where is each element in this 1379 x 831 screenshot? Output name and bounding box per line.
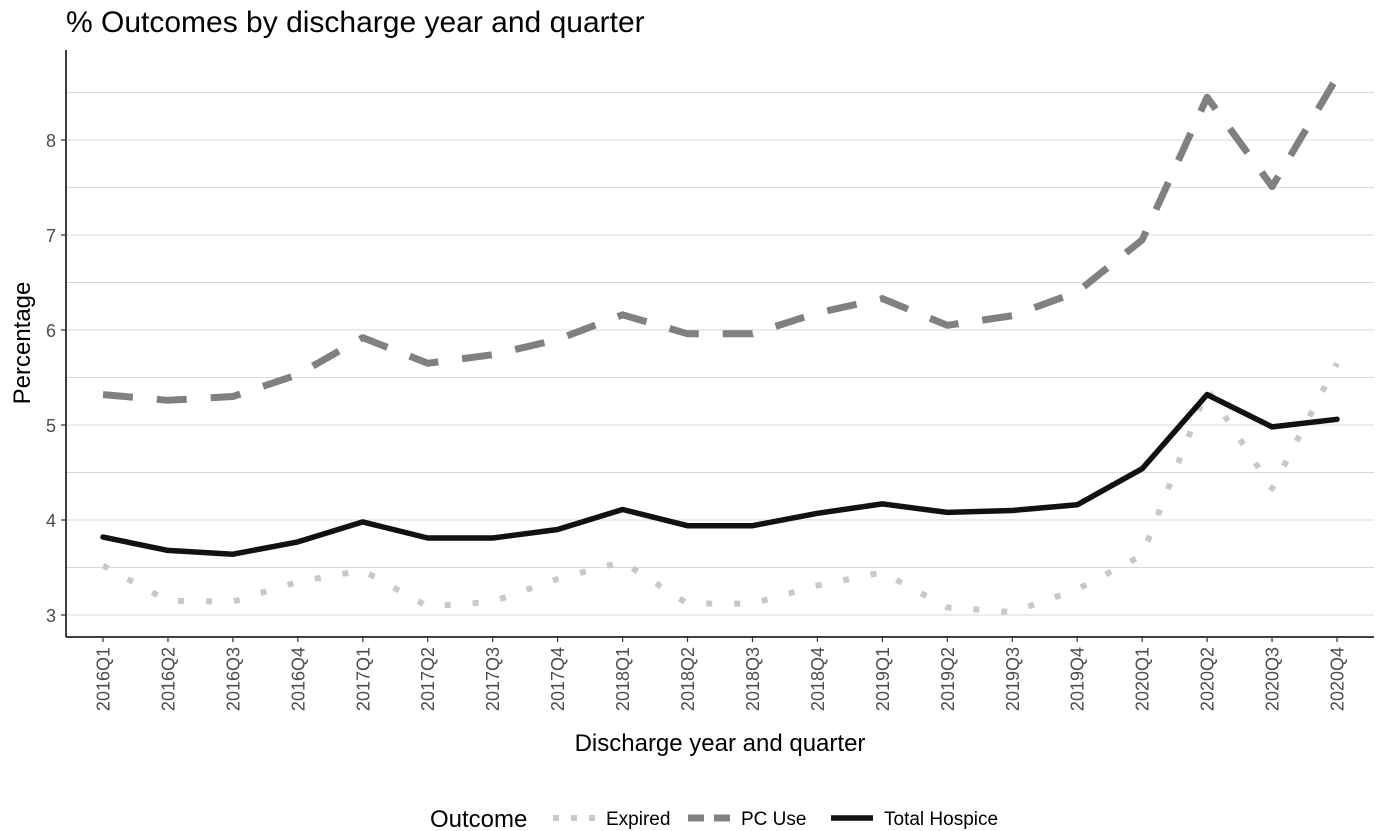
- legend-label: Expired: [606, 809, 670, 830]
- x-tick-label: 2018Q4: [808, 647, 828, 711]
- x-tick-label: 2019Q1: [873, 647, 893, 711]
- x-axis-ticks: 2016Q1 2016Q2 2016Q3 2016Q4 2017Q1 2017Q2 2017…: [94, 637, 1348, 711]
- x-tick-label: 2020Q3: [1263, 647, 1283, 711]
- x-tick-label: 2016Q1: [94, 647, 114, 711]
- chart-title: % Outcomes by discharge year and quarter: [66, 6, 645, 39]
- gridlines: [66, 92, 1374, 616]
- y-axis-title: Percentage: [9, 282, 36, 405]
- y-tick-label: 4: [46, 511, 56, 531]
- y-tick-label: 8: [46, 131, 56, 151]
- x-tick-label: 2017Q2: [418, 647, 438, 711]
- x-tick-label: 2018Q2: [678, 647, 698, 711]
- x-tick-label: 2017Q4: [548, 647, 568, 711]
- x-tick-label: 2016Q4: [288, 647, 308, 711]
- legend-item-pc-use: PC Use: [688, 809, 806, 830]
- x-tick-label: 2017Q1: [353, 647, 373, 711]
- x-tick-label: 2016Q3: [223, 647, 243, 711]
- x-tick-label: 2017Q3: [483, 647, 503, 711]
- x-tick-label: 2020Q1: [1133, 647, 1153, 711]
- series-line-expired: [101, 361, 1340, 616]
- x-tick-label: 2018Q3: [743, 647, 763, 711]
- x-tick-label: 2019Q2: [938, 647, 958, 711]
- x-axis-title: Discharge year and quarter: [575, 730, 866, 757]
- y-tick-label: 5: [46, 416, 56, 436]
- x-tick-label: 2019Q4: [1068, 647, 1088, 711]
- series-lines: [100, 75, 1341, 616]
- axes: [65, 50, 1374, 638]
- y-axis-ticks: 3 4 5 6 7 8: [46, 131, 66, 626]
- series-line-total-hospice: [100, 391, 1340, 557]
- legend-item-expired: Expired: [553, 809, 670, 830]
- x-tick-label: 2019Q3: [1003, 647, 1023, 711]
- x-tick-label: 2020Q4: [1328, 647, 1348, 711]
- legend: Outcome Expired PC Use Total Hospice: [430, 806, 998, 831]
- x-tick-label: 2016Q2: [158, 647, 178, 711]
- legend-item-total-hospice: Total Hospice: [831, 809, 998, 830]
- y-tick-label: 6: [46, 321, 56, 341]
- y-tick-label: 7: [46, 226, 56, 246]
- y-tick-label: 3: [46, 606, 56, 626]
- legend-title: Outcome: [430, 806, 527, 831]
- x-tick-label: 2018Q1: [613, 647, 633, 711]
- series-line-pc-use: [102, 75, 1341, 404]
- x-tick-label: 2020Q2: [1198, 647, 1218, 711]
- legend-items: Expired PC Use Total Hospice: [553, 809, 998, 830]
- legend-label: Total Hospice: [884, 809, 998, 830]
- legend-label: PC Use: [741, 809, 806, 830]
